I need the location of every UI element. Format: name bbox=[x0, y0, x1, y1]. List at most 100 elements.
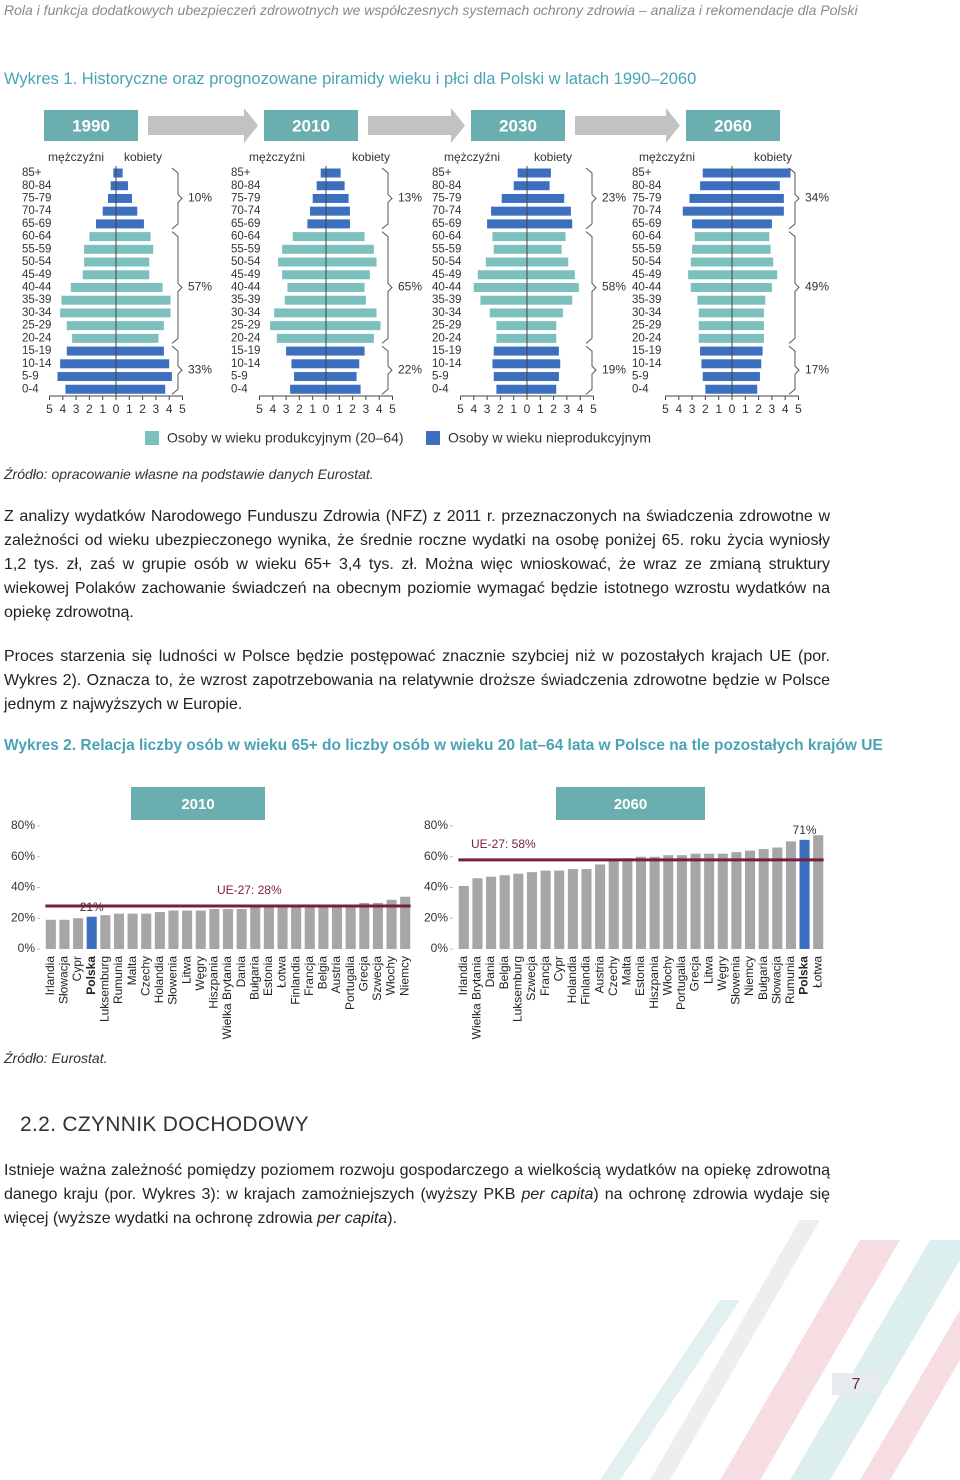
data-label: 71% bbox=[793, 823, 817, 837]
bar bbox=[195, 910, 206, 949]
male-bar bbox=[282, 244, 326, 254]
female-bar bbox=[116, 244, 154, 254]
male-bar bbox=[61, 295, 116, 305]
age-label: 70-74 bbox=[432, 205, 462, 217]
male-bar bbox=[84, 257, 116, 267]
female-bar bbox=[116, 257, 150, 267]
bar bbox=[744, 850, 756, 949]
source: Źródło: opracowanie własne na podstawie … bbox=[4, 466, 374, 482]
female-bar bbox=[527, 232, 566, 242]
female-bar bbox=[326, 244, 374, 254]
bracket bbox=[788, 231, 800, 344]
x-tick-label: Włochy bbox=[660, 956, 674, 995]
age-label: 40-44 bbox=[231, 282, 261, 294]
x-tick-label: Irlandia bbox=[456, 956, 470, 996]
bar bbox=[304, 905, 315, 949]
share-label: 22% bbox=[398, 362, 422, 376]
age-label: 20-24 bbox=[22, 332, 52, 344]
age-label: 15-19 bbox=[231, 345, 260, 357]
x-tick-label: 1 bbox=[126, 402, 133, 416]
female-bar bbox=[527, 384, 557, 394]
female-bar bbox=[326, 232, 365, 242]
x-tick-label: 4 bbox=[577, 402, 584, 416]
x-tick-label: 5 bbox=[795, 402, 802, 416]
age-label: 80-84 bbox=[22, 180, 52, 192]
share-label: 34% bbox=[805, 191, 829, 205]
male-bar bbox=[496, 384, 527, 394]
x-tick-label: Łotwa bbox=[275, 956, 289, 988]
bar bbox=[486, 876, 497, 949]
arrow bbox=[148, 108, 258, 143]
male-bar bbox=[473, 282, 527, 292]
year-label: 2030 bbox=[499, 116, 537, 135]
bar bbox=[567, 869, 578, 949]
female-bar bbox=[116, 206, 138, 216]
female-label: kobiety bbox=[124, 150, 162, 164]
bar bbox=[291, 907, 302, 949]
age-label: 75-79 bbox=[432, 192, 461, 204]
female-bar bbox=[732, 219, 772, 229]
x-tick-label: 5 bbox=[662, 402, 669, 416]
year-label: 2010 bbox=[292, 116, 330, 135]
male-bar bbox=[692, 219, 732, 229]
female-bar bbox=[732, 181, 780, 191]
paragraph: Istnieje ważna zależność pomiędzy poziom… bbox=[4, 1159, 830, 1231]
male-bar bbox=[702, 168, 732, 178]
share-label: 23% bbox=[602, 191, 626, 205]
male-bar bbox=[287, 282, 326, 292]
male-bar bbox=[701, 359, 732, 369]
female-bar bbox=[527, 244, 562, 254]
male-label: mężczyźni bbox=[249, 150, 305, 164]
female-bar bbox=[326, 257, 377, 267]
age-label: 40-44 bbox=[632, 282, 662, 294]
x-tick-label: 1 bbox=[99, 402, 106, 416]
paragraph: Proces starzenia się ludności w Polsce b… bbox=[4, 648, 830, 713]
x-tick-label: Portugalia bbox=[674, 956, 688, 1010]
legend-swatch bbox=[426, 431, 440, 445]
x-tick-label: 5 bbox=[46, 402, 53, 416]
text: Istnieje ważna zależność pomiędzy poziom… bbox=[4, 1162, 830, 1203]
stripe bbox=[790, 1240, 960, 1480]
age-label: 65-69 bbox=[432, 218, 461, 230]
x-tick-label: Irlandia bbox=[43, 956, 57, 996]
female-bar bbox=[527, 308, 563, 318]
bar bbox=[499, 875, 510, 949]
bar bbox=[386, 899, 397, 949]
age-label: 45-49 bbox=[432, 269, 461, 281]
bar bbox=[785, 841, 796, 949]
age-label: 50-54 bbox=[231, 256, 261, 268]
bar bbox=[400, 896, 411, 949]
x-tick-label: 3 bbox=[769, 402, 776, 416]
male-bar bbox=[477, 270, 527, 280]
x-tick-label: Litwa bbox=[701, 956, 715, 984]
source: Źródło: Eurostat. bbox=[4, 1050, 108, 1066]
male-label: mężczyźni bbox=[48, 150, 104, 164]
x-tick-label: 3 bbox=[153, 402, 160, 416]
female-label: kobiety bbox=[352, 150, 390, 164]
x-tick-label: Czechy bbox=[138, 956, 152, 996]
x-tick-label: 3 bbox=[73, 402, 80, 416]
age-label: 0-4 bbox=[22, 383, 39, 395]
age-label: 50-54 bbox=[632, 256, 662, 268]
year-box bbox=[686, 110, 780, 141]
bar bbox=[100, 915, 111, 949]
female-bar bbox=[527, 372, 559, 382]
male-bar bbox=[284, 295, 326, 305]
female-bar bbox=[326, 333, 374, 343]
chart-title: 2060 bbox=[614, 796, 647, 813]
male-bar bbox=[496, 321, 527, 331]
age-label: 70-74 bbox=[22, 205, 52, 217]
male-bar bbox=[57, 372, 116, 382]
female-bar bbox=[527, 359, 561, 369]
x-tick-label: 3 bbox=[689, 402, 696, 416]
legend-label: Osoby w wieku nieprodukcyjnym bbox=[448, 430, 651, 446]
female-bar bbox=[527, 206, 571, 216]
female-bar bbox=[527, 333, 557, 343]
x-tick-label: 2 bbox=[349, 402, 356, 416]
x-tick-label: Austria bbox=[329, 956, 343, 994]
age-label: 25-29 bbox=[432, 320, 461, 332]
bar bbox=[73, 918, 84, 949]
x-tick-label: 2 bbox=[550, 402, 557, 416]
female-bar bbox=[326, 359, 360, 369]
share-label: 17% bbox=[805, 362, 829, 376]
